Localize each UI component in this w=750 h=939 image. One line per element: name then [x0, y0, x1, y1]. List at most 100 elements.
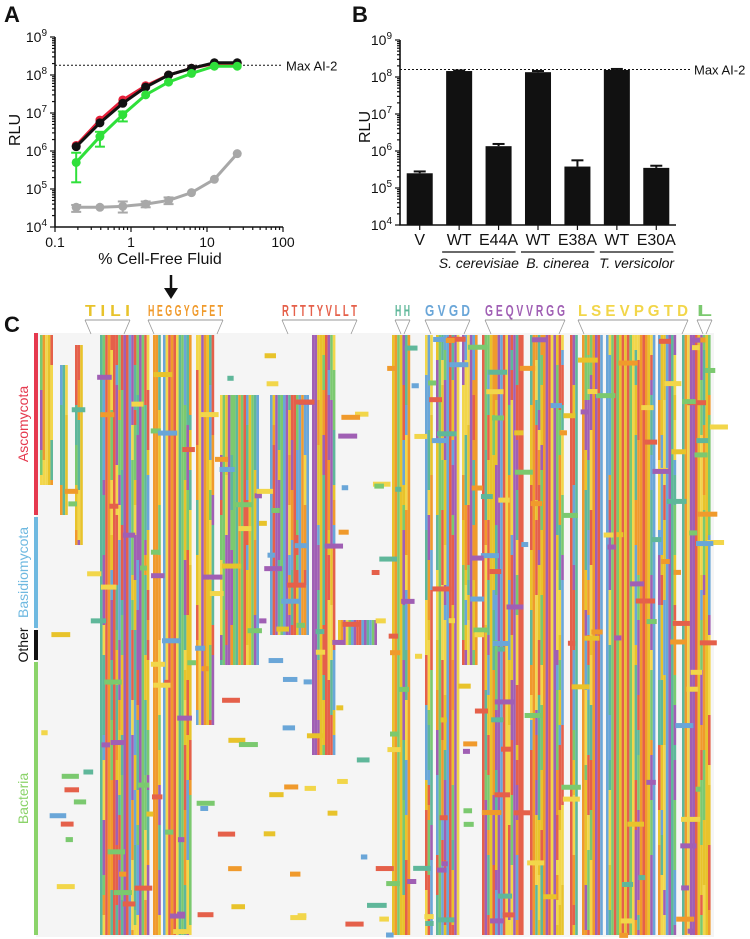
alignment-segment: [443, 605, 447, 620]
alignment-segment: [540, 865, 543, 935]
alignment-segment: [40, 450, 43, 475]
alignment-fragment: [254, 493, 262, 499]
alignment-column: [275, 395, 278, 635]
alignment-segment: [405, 510, 408, 555]
alignment-column: [469, 335, 473, 665]
alignment-segment: [608, 520, 612, 590]
alignment-segment: [487, 775, 490, 830]
alignment-segment: [558, 660, 562, 690]
alignment-fragment: [199, 412, 219, 418]
alignment-segment: [484, 450, 488, 520]
alignment-segment: [425, 810, 428, 890]
chart-a-ytick-label-base: 10: [26, 29, 42, 45]
alignment-segment: [374, 620, 377, 645]
alignment-column: [647, 335, 651, 935]
alignment-segment: [467, 580, 470, 595]
alignment-segment: [443, 335, 447, 350]
alignment-segment: [537, 430, 541, 450]
alignment-segment: [558, 525, 562, 590]
alignment-fragment: [437, 431, 457, 437]
alignment-segment: [144, 700, 147, 775]
taxon-label: Bacteria: [15, 773, 31, 825]
alignment-segment: [327, 395, 331, 435]
alignment-segment: [608, 590, 612, 645]
alignment-segment: [558, 905, 562, 935]
alignment-segment: [131, 930, 134, 935]
alignment-fragment: [122, 532, 136, 538]
alignment-segment: [110, 720, 113, 780]
alignment-segment: [277, 450, 281, 480]
alignment-segment: [634, 350, 638, 385]
logo-segment: G V G D: [425, 303, 470, 320]
alignment-segment: [663, 400, 666, 420]
alignment-segment: [464, 505, 468, 570]
alignment-fragment: [543, 894, 557, 900]
logo-connector: [403, 319, 411, 335]
alignment-column: [645, 335, 648, 935]
alignment-segment: [492, 335, 495, 415]
alignment-segment: [487, 520, 490, 580]
chart-a-point-gray: [71, 202, 81, 212]
alignment-segment: [464, 600, 468, 625]
chart-a-point-gray: [164, 195, 174, 205]
alignment-segment: [118, 730, 121, 795]
alignment-segment: [110, 840, 113, 890]
alignment-column: [684, 335, 688, 935]
alignment-segment: [133, 365, 137, 410]
alignment-segment: [322, 545, 325, 625]
logo-connector: [147, 319, 155, 335]
alignment-segment: [508, 580, 511, 660]
alignment-segment: [133, 580, 137, 630]
chart-a-point-black: [141, 82, 151, 92]
alignment-segment: [144, 830, 147, 900]
alignment-fragment: [666, 498, 687, 504]
alignment-fragment: [228, 866, 242, 872]
taxon-bar: [34, 630, 38, 660]
alignment-segment: [332, 525, 336, 545]
alignment-fragment: [104, 679, 122, 685]
alignment-fragment: [338, 529, 349, 535]
alignment-fragment: [686, 686, 698, 692]
alignment-segment: [290, 625, 294, 635]
alignment-segment: [535, 400, 538, 425]
alignment-segment: [700, 915, 703, 935]
alignment-segment: [211, 435, 215, 495]
alignment-segment: [637, 520, 640, 575]
alignment-segment: [102, 335, 106, 380]
alignment-fragment: [231, 904, 246, 910]
alignment-segment: [115, 585, 119, 630]
alignment-segment: [40, 335, 43, 390]
alignment-segment: [50, 335, 53, 365]
alignment-fragment: [71, 407, 86, 413]
alignment-segment: [196, 445, 199, 500]
alignment-fragment: [652, 537, 662, 543]
alignment-fragment: [336, 705, 344, 711]
alignment-segment: [584, 335, 588, 400]
alignment-fragment: [709, 424, 728, 430]
alignment-segment: [102, 895, 106, 915]
alignment-segment: [230, 510, 233, 550]
alignment-segment: [183, 810, 187, 885]
alignment-column: [513, 335, 516, 935]
alignment-segment: [587, 665, 590, 685]
alignment-segment: [136, 720, 139, 790]
alignment-segment: [253, 470, 257, 540]
chart-b-group-label: B. cinerea: [526, 255, 589, 271]
alignment-fragment: [448, 618, 456, 624]
alignment-segment: [405, 815, 408, 860]
alignment-column: [128, 335, 132, 935]
alignment-segment: [186, 735, 189, 780]
alignment-segment: [451, 465, 455, 515]
alignment-segment: [131, 335, 134, 410]
alignment-segment: [537, 450, 541, 485]
alignment-segment: [702, 495, 706, 510]
alignment-segment: [530, 695, 533, 720]
alignment-segment: [146, 350, 150, 390]
alignment-column: [270, 395, 273, 635]
alignment-segment: [189, 565, 192, 615]
alignment-column: [500, 335, 503, 935]
alignment-fragment: [616, 532, 624, 538]
alignment-segment: [118, 640, 121, 700]
chart-b-category-label: WT: [447, 232, 472, 249]
alignment-segment: [510, 635, 514, 680]
